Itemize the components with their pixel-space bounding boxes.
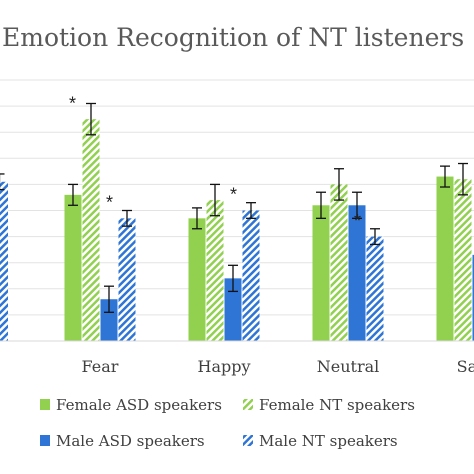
- legend-swatch: [40, 435, 50, 446]
- bar-female-asd-speakers-happy: [188, 218, 206, 341]
- legend-swatch: [243, 435, 253, 446]
- bar-male-asd-speakers-sad: [472, 254, 474, 341]
- bar-female-nt-speakers-neutral: [330, 184, 348, 341]
- legend-label: Female NT speakers: [259, 396, 415, 414]
- x-tick-label: Sad: [457, 357, 474, 376]
- error-bars: [0, 102, 468, 313]
- bar-male-nt-speakers-fear: [118, 218, 136, 341]
- x-tick-label: Neutral: [317, 357, 380, 376]
- legend-label: Male NT speakers: [259, 432, 398, 450]
- bar-female-asd-speakers-neutral: [312, 205, 330, 341]
- legend-swatch: [243, 399, 253, 410]
- significance-star: *: [230, 185, 237, 205]
- significance-star: *: [354, 211, 361, 231]
- legend: Female ASD speakers Female NT speakers Mal…: [40, 396, 415, 450]
- bar-partial-left: [0, 181, 8, 341]
- significance-star: *: [106, 193, 113, 213]
- bar-male-nt-speakers-happy: [242, 210, 260, 341]
- bar-male-asd-speakers-happy: [224, 278, 242, 341]
- chart-title: Emotion Recognition of NT listeners: [2, 23, 464, 52]
- bar-female-asd-speakers-fear: [64, 194, 82, 341]
- significance-star: *: [69, 93, 76, 113]
- bars: [0, 119, 474, 342]
- bar-female-nt-speakers-happy: [206, 200, 224, 341]
- legend-label: Female ASD speakers: [56, 396, 222, 414]
- bar-female-asd-speakers-sad: [436, 176, 454, 341]
- annotations: *****: [69, 93, 361, 231]
- bar-male-nt-speakers-neutral: [366, 236, 384, 341]
- x-tick-labels: Fear Happy Neutral Sad: [82, 357, 474, 376]
- x-tick-label: Fear: [82, 357, 119, 376]
- bar-male-asd-speakers-neutral: [348, 205, 366, 341]
- bar-female-nt-speakers-sad: [454, 179, 472, 341]
- legend-label: Male ASD speakers: [56, 432, 205, 450]
- bar-male-asd-speakers-fear: [100, 299, 118, 341]
- x-tick-label: Happy: [197, 357, 250, 376]
- legend-swatch: [40, 399, 50, 410]
- bar-female-nt-speakers-fear: [82, 119, 100, 342]
